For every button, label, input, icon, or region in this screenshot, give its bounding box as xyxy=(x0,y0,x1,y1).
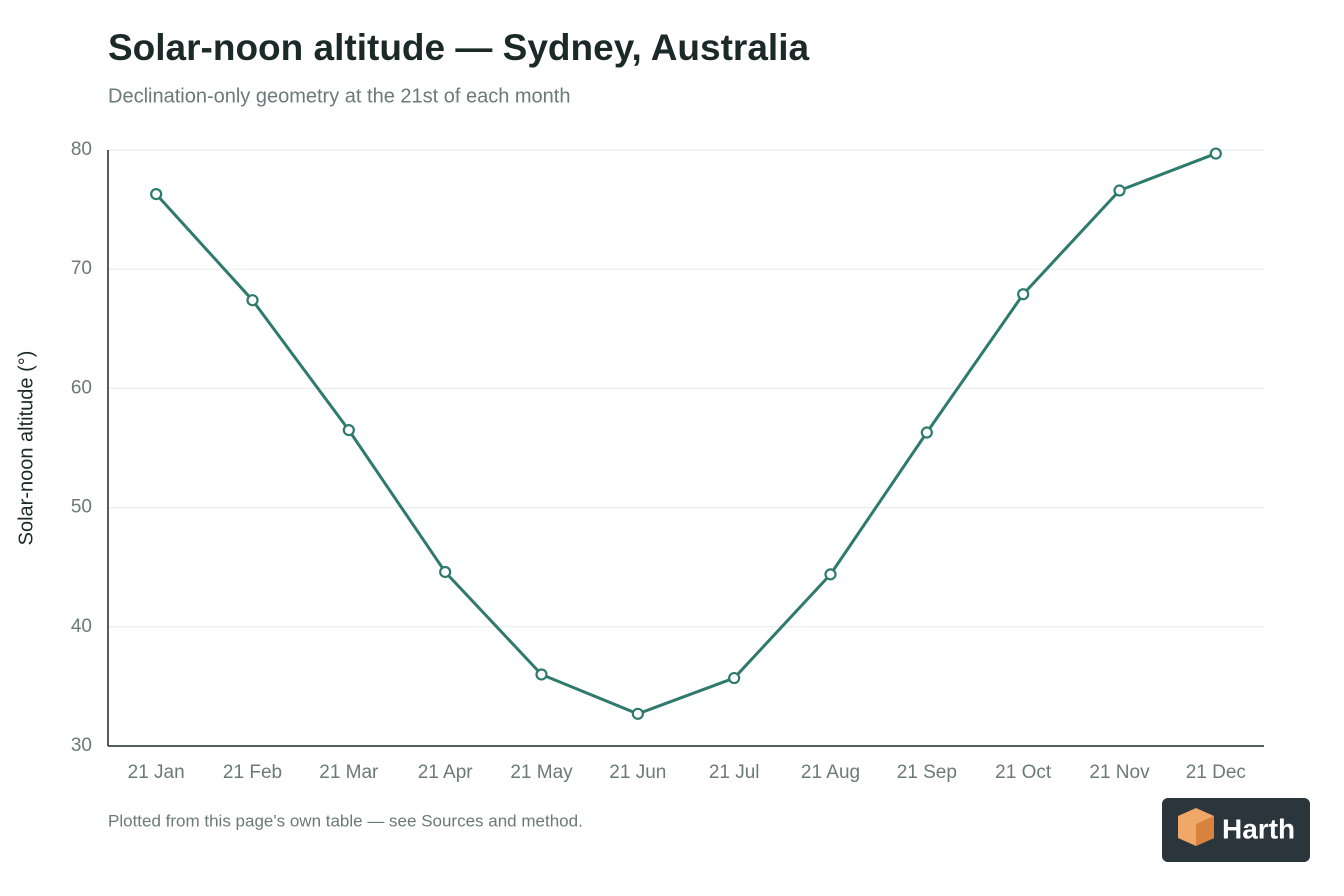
point xyxy=(1209,147,1222,160)
point xyxy=(631,707,644,720)
point xyxy=(824,568,837,581)
logo-icon-side xyxy=(1196,816,1214,846)
logo[interactable]: Harth xyxy=(1162,798,1310,862)
x-tick-label: 21 Jul xyxy=(709,762,760,783)
point xyxy=(342,424,355,437)
x-tick-label: 21 Oct xyxy=(995,762,1052,783)
x-tick-label: 21 Jan xyxy=(128,762,185,783)
point xyxy=(439,565,452,579)
point xyxy=(246,294,259,307)
point xyxy=(535,668,548,681)
footnote: Plotted from this page's own table — see… xyxy=(108,811,583,830)
chart-subtitle: Declination-only geometry at the 21st of… xyxy=(108,85,570,107)
y-tick-label: 60 xyxy=(71,377,92,398)
y-tick-label: 50 xyxy=(71,497,92,518)
x-tick-label: 21 Nov xyxy=(1089,762,1150,783)
logo-text: Harth xyxy=(1222,813,1295,844)
y-tick-label: 70 xyxy=(71,258,92,279)
point xyxy=(150,188,163,201)
x-tick-label: 21 Feb xyxy=(223,762,282,783)
point xyxy=(1113,184,1126,197)
x-tick-label: 21 May xyxy=(510,762,573,783)
x-tick-label: 21 Aug xyxy=(801,762,860,783)
y-tick-label: 30 xyxy=(71,735,92,756)
point xyxy=(1017,288,1030,301)
point xyxy=(728,671,741,685)
y-tick-label: 80 xyxy=(71,139,92,160)
x-tick-label: 21 Jun xyxy=(609,762,666,783)
y-tick-label: 40 xyxy=(71,616,92,637)
y-axis-label: Solar-noon altitude (°) xyxy=(15,351,37,546)
x-tick-label: 21 Apr xyxy=(418,762,474,783)
chart-title: Solar-noon altitude — Sydney, Australia xyxy=(108,27,809,68)
x-tick-label: 21 Mar xyxy=(319,762,379,783)
line xyxy=(155,152,1217,716)
x-tick-label: 21 Sep xyxy=(897,762,957,783)
x-tick-label: 21 Dec xyxy=(1186,762,1246,783)
point xyxy=(920,426,933,439)
